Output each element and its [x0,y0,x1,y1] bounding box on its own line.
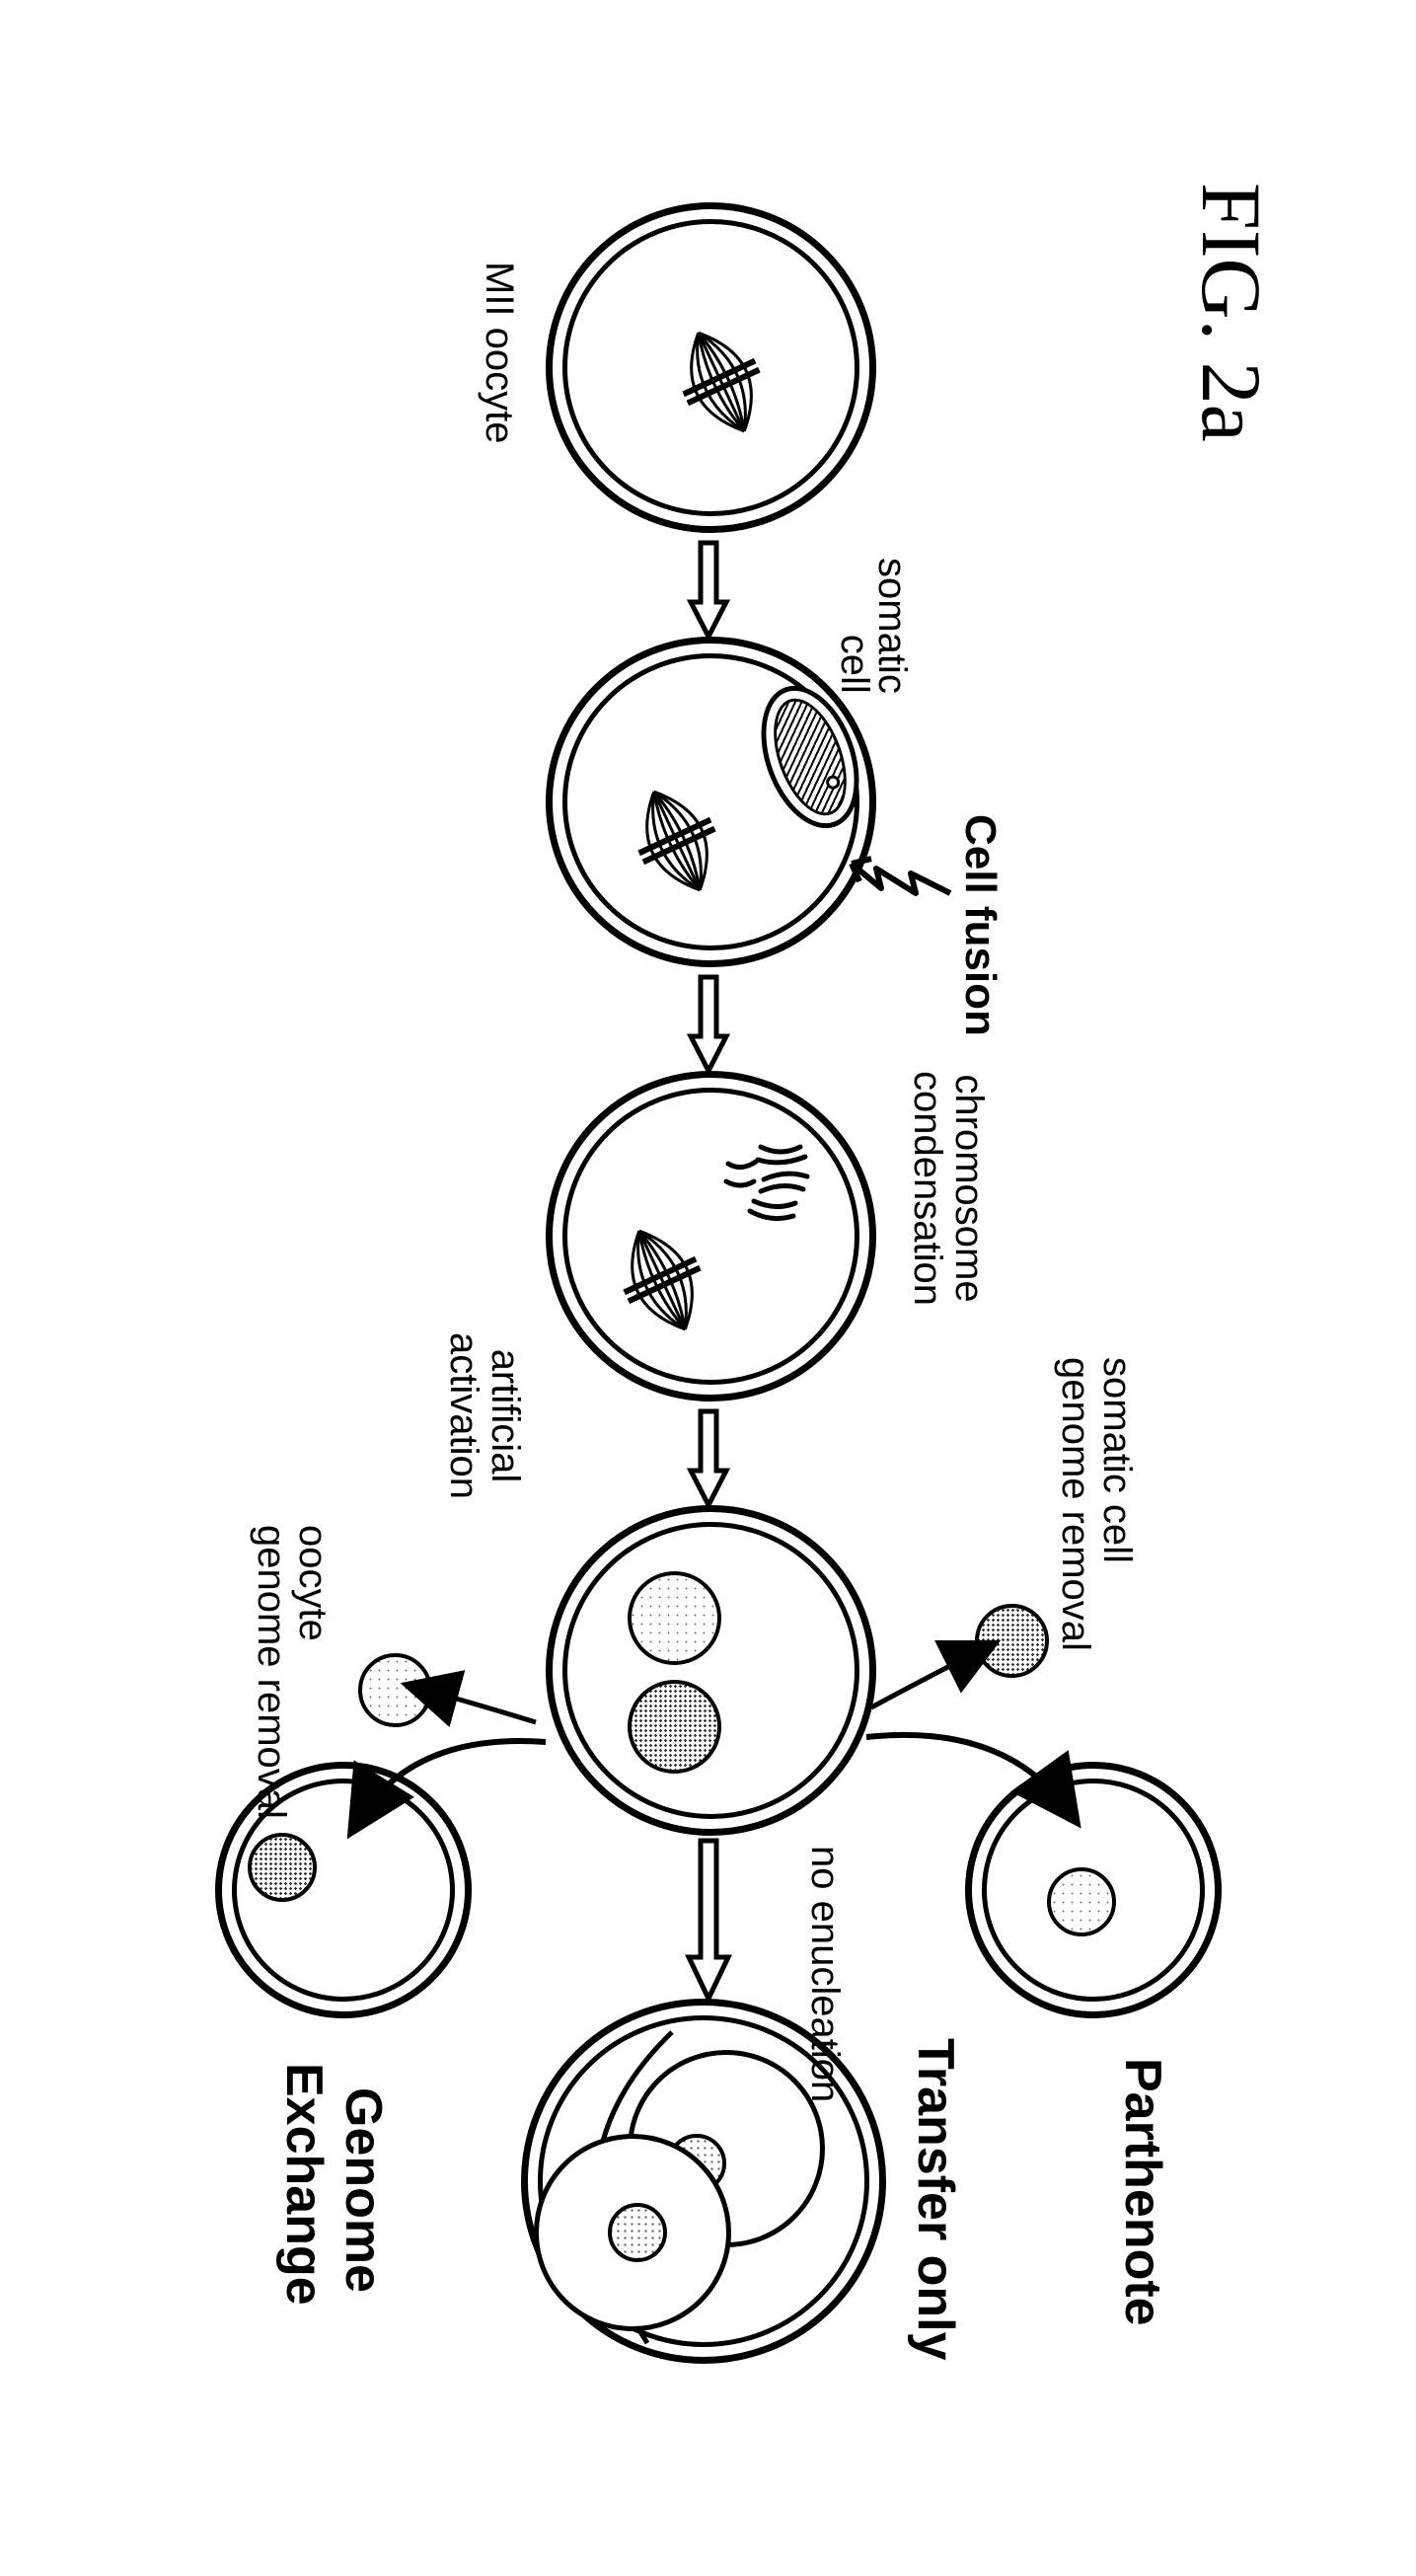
label-artificial-activation: artificial activation [443,1332,526,1499]
label-parthenote: Parthenote [1113,2058,1172,2326]
label-chromosome-condensation: chromosome condensation [907,1071,990,1306]
label-genome: Genome [334,2087,393,2293]
label-exchange: Exchange [274,2063,334,2306]
label-somatic-removal: somatic cell genome removal [1055,1357,1138,1651]
label-cell-fusion: Cell fusion [955,814,1005,1036]
label-oocyte-removal: oocyte genome removal [251,1525,334,1819]
label-somatic-cell: somatic cell [836,558,911,694]
label-transfer-only: Transfer only [906,2038,965,2361]
diagram-scene: FIG. 2a [116,143,1301,2433]
label-mii-oocyte: MII oocyte [477,262,521,444]
label-no-enucleation: no enucleation [802,1846,847,2102]
